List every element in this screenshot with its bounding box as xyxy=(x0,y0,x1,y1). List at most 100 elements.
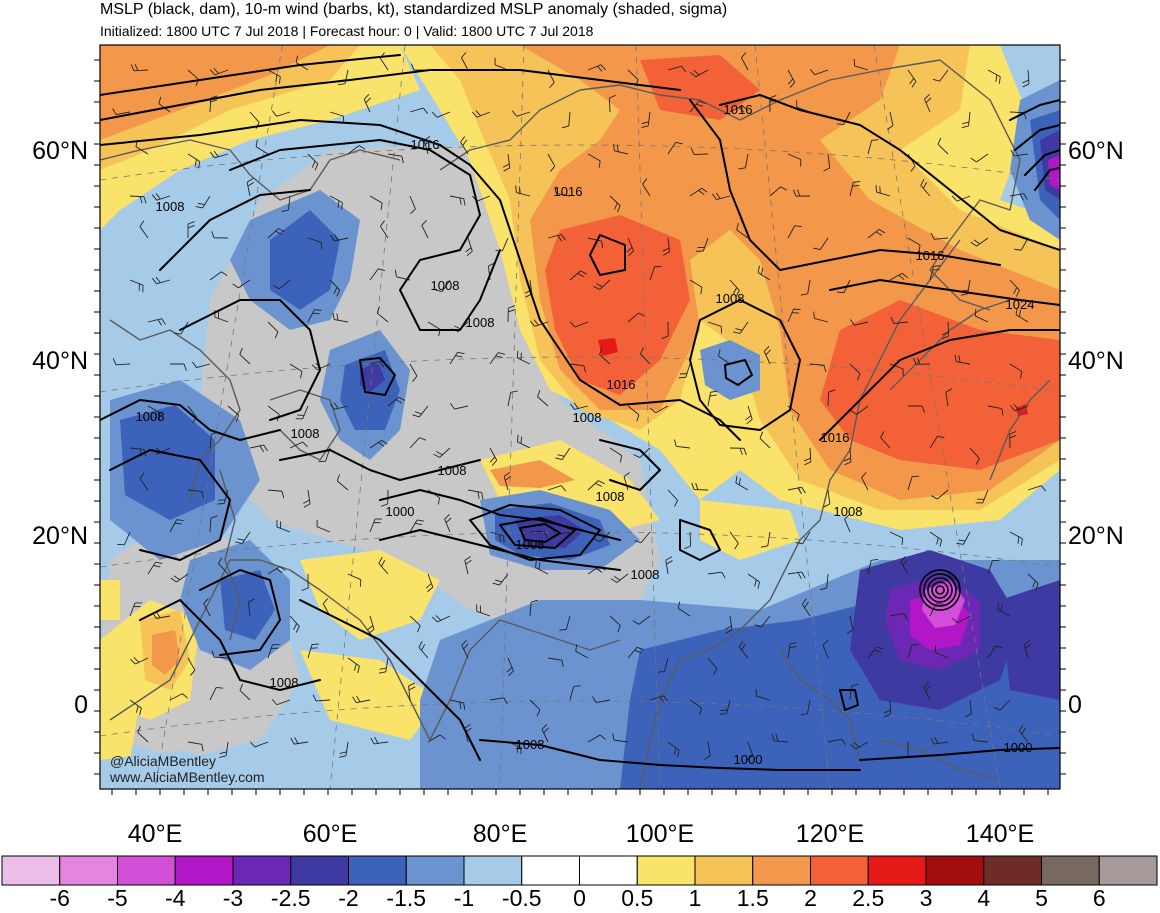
colorbar-label: 1.5 xyxy=(736,885,769,911)
isobar-labels: 1016 1016 1016 1016 1016 1016 1024 1008 1008 1008… xyxy=(136,102,1035,767)
wind-barb xyxy=(271,110,291,117)
credit-handle: @AliciaMBentley xyxy=(110,753,217,769)
colorbar-swatch xyxy=(290,855,349,886)
wind-barb xyxy=(295,55,309,71)
wind-barb xyxy=(271,699,291,706)
wind-barb xyxy=(587,237,604,249)
wind-barb xyxy=(970,153,989,163)
wind-barb xyxy=(1015,307,1029,323)
anomaly-region xyxy=(700,500,800,560)
wind-barb xyxy=(492,573,509,586)
wind-barb xyxy=(889,272,908,281)
colorbar-label: 3 xyxy=(919,885,933,911)
wind-barb xyxy=(951,195,971,202)
wind-barb xyxy=(707,390,718,407)
wind-barb xyxy=(370,737,389,745)
chart-subtitle: Initialized: 1800 UTC 7 Jul 2018 | Forec… xyxy=(100,23,594,39)
colorbar xyxy=(1,855,1158,886)
wind-barb xyxy=(369,268,386,281)
typhoon-isobar xyxy=(931,581,949,599)
wind-barb xyxy=(409,363,418,382)
wind-barb xyxy=(289,363,303,379)
isobar-contour xyxy=(689,99,1001,271)
wind-barb xyxy=(844,513,851,533)
wind-barb xyxy=(997,602,1011,617)
wind-barb xyxy=(139,220,149,239)
wind-barb xyxy=(819,573,829,591)
wind-barb xyxy=(267,69,281,84)
colorbar-label: 1 xyxy=(688,885,702,911)
wind-barb xyxy=(667,141,683,155)
wind-barb xyxy=(570,402,589,410)
wind-barb xyxy=(147,318,166,326)
wind-barb xyxy=(787,153,802,167)
wind-barb xyxy=(793,189,811,197)
wind-barb xyxy=(460,136,469,155)
wind-barb xyxy=(249,444,268,452)
wind-barb xyxy=(684,531,692,550)
colorbar-swatch xyxy=(752,855,811,886)
wind-barb xyxy=(667,741,680,758)
wind-barb xyxy=(587,64,607,72)
wind-barb xyxy=(900,556,909,575)
wind-barb xyxy=(1023,639,1032,659)
wind-barb xyxy=(211,650,229,659)
credit-website: www.AliciaMBentley.com xyxy=(110,769,265,785)
colorbar-swatch xyxy=(405,855,465,886)
wind-barb xyxy=(516,351,531,365)
coastline xyxy=(709,239,961,651)
wind-barb xyxy=(696,237,709,252)
wind-barb xyxy=(409,615,421,633)
wind-barb xyxy=(336,474,349,491)
wind-barb xyxy=(941,321,950,340)
wind-barb xyxy=(117,531,131,546)
latitude-label: 40°N xyxy=(32,347,88,375)
isobar-contour xyxy=(479,739,861,771)
wind-barb xyxy=(813,311,829,323)
wind-barb xyxy=(476,604,491,617)
wind-barb xyxy=(930,737,949,745)
wind-barb xyxy=(609,195,621,213)
wind-barb xyxy=(823,153,831,172)
wind-barb xyxy=(503,471,512,491)
colorbar-label: 4 xyxy=(977,885,991,911)
wind-barb xyxy=(735,476,749,491)
wind-barb xyxy=(507,390,518,407)
isobar-label: 1008 xyxy=(270,675,299,690)
wind-barb xyxy=(554,186,571,197)
wind-barb xyxy=(627,312,646,323)
wind-barb xyxy=(427,734,446,743)
wind-barb xyxy=(849,181,861,197)
wind-barb xyxy=(209,271,228,281)
wind-barb xyxy=(408,682,416,701)
isobar-contour xyxy=(299,599,481,761)
wind-barb xyxy=(387,153,404,164)
map-panel: 1016 1016 1016 1016 1016 1016 1024 1008 1008 1008… xyxy=(100,45,1060,789)
wind-barb xyxy=(541,723,549,743)
wind-barb xyxy=(587,480,605,491)
wind-barb xyxy=(649,266,662,281)
wind-barb xyxy=(409,195,416,215)
wind-barb xyxy=(932,69,949,82)
wind-barb xyxy=(347,145,366,155)
wind-barb xyxy=(964,699,972,718)
wind-barb xyxy=(139,472,149,491)
wind-barb xyxy=(613,143,629,155)
wind-barb xyxy=(267,228,285,239)
wind-barb xyxy=(209,95,218,113)
wind-barb xyxy=(954,354,971,365)
latitude-label: 60°N xyxy=(32,137,88,165)
isobar-label: 1016 xyxy=(554,184,583,199)
wind-barb xyxy=(924,93,932,113)
wind-barb xyxy=(378,657,389,674)
wind-barb xyxy=(547,234,566,242)
wind-barb xyxy=(889,613,908,620)
wind-barb xyxy=(923,682,931,701)
graticule xyxy=(100,45,1060,789)
colorbar-swatch xyxy=(925,855,985,886)
wind-barb xyxy=(689,279,703,295)
wind-barb xyxy=(369,439,388,449)
wind-barb xyxy=(952,615,971,624)
wind-barb xyxy=(930,489,949,500)
wind-barb xyxy=(412,405,429,418)
